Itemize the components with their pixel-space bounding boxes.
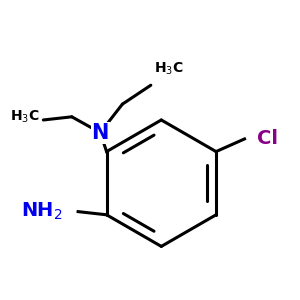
Text: H$_3$C: H$_3$C (154, 61, 184, 77)
Text: H$_3$C: H$_3$C (11, 109, 40, 125)
Text: N: N (92, 123, 109, 142)
Text: NH$_2$: NH$_2$ (21, 201, 62, 222)
Text: Cl: Cl (257, 129, 278, 148)
